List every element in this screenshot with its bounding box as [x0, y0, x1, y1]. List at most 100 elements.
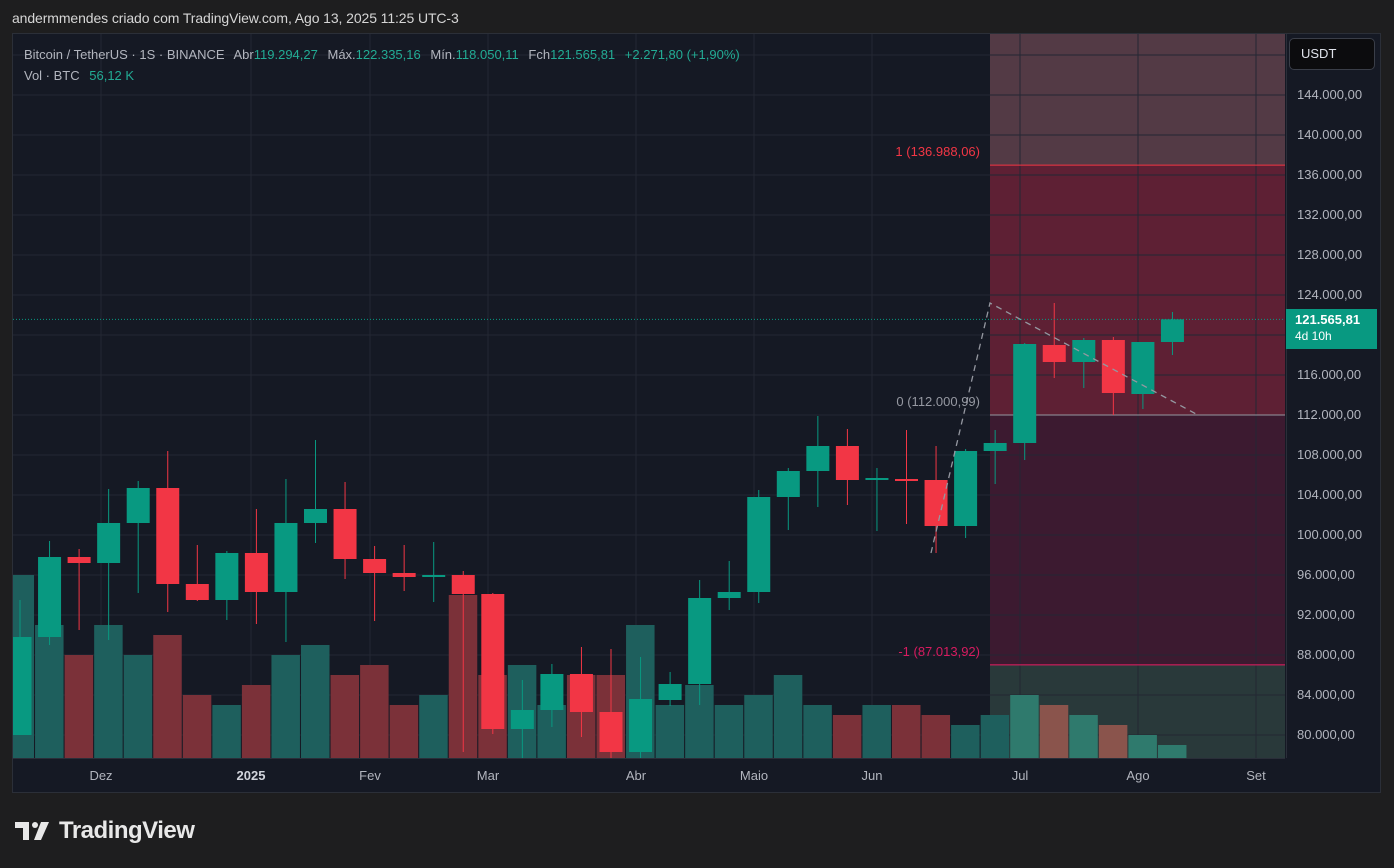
candle-up: [806, 446, 830, 471]
volume-bar: [1098, 725, 1128, 758]
candle-up: [1072, 340, 1096, 362]
volume-bar: [419, 695, 448, 758]
volume-bar: [360, 665, 389, 758]
high-label: Máx.: [327, 47, 356, 62]
time-tick-label: Maio: [739, 768, 769, 783]
volume-bar: [980, 715, 1010, 758]
price-tick-label: 88.000,00: [1297, 647, 1355, 662]
volume-bar: [803, 705, 832, 758]
candle-up: [1013, 344, 1037, 443]
volume-label[interactable]: Vol · BTC: [24, 68, 80, 83]
price-tick-label: 124.000,00: [1297, 287, 1363, 302]
ohlc-row: Bitcoin / TetherUS · 1S · BINANCE Abr119…: [24, 44, 740, 65]
volume-bar: [271, 655, 300, 758]
candle-up: [688, 598, 712, 684]
candle-down: [244, 553, 268, 592]
candle-down: [333, 509, 357, 559]
candle-up: [717, 592, 741, 598]
candle-down: [569, 674, 593, 712]
volume-bar: [1010, 695, 1039, 758]
candle-up: [865, 478, 889, 480]
volume-bar: [212, 705, 241, 758]
volume-bar: [1039, 705, 1069, 758]
tradingview-logo-icon: [15, 822, 49, 840]
candle-up: [747, 497, 771, 592]
price-tick-label: 116.000,00: [1297, 367, 1362, 382]
candle-up: [97, 523, 121, 563]
candle-down: [481, 594, 505, 729]
candle-down: [895, 479, 918, 481]
change-value: +2.271,80 (+1,90%): [624, 47, 740, 62]
volume-bar: [951, 725, 980, 758]
candle-up: [540, 674, 564, 710]
time-tick-label: Jun: [861, 768, 883, 783]
candle-up: [215, 553, 239, 600]
candle-up: [1131, 342, 1155, 394]
volume-bar: [241, 685, 271, 758]
candle-up: [658, 684, 682, 700]
candle-down: [156, 488, 180, 584]
chart-legend: Bitcoin / TetherUS · 1S · BINANCE Abr119…: [24, 44, 740, 86]
candle-down: [451, 575, 475, 594]
candle-down: [392, 573, 416, 577]
volume-row: Vol · BTC 56,12 K: [24, 65, 740, 86]
candle-down: [924, 480, 948, 526]
price-tick-label: 100.000,00: [1297, 527, 1363, 542]
time-tick-label: Fev: [359, 768, 381, 783]
time-tick-label: Dez: [89, 768, 113, 783]
price-tick-label: 80.000,00: [1297, 727, 1355, 742]
price-tick-label: 92.000,00: [1297, 607, 1355, 622]
time-axis[interactable]: Dez 2025 Fev Mar Abr Maio Jun Jul Ago Set: [13, 758, 1285, 793]
fib-level-label: 1 (136.988,06): [895, 144, 980, 160]
volume-bar: [182, 695, 212, 758]
candle-down: [363, 559, 387, 573]
volume-bar: [832, 715, 862, 758]
candlestick-chart: [13, 34, 1285, 758]
time-tick-label: Mar: [476, 768, 500, 783]
candle-down: [67, 557, 91, 563]
attribution-text: andermmendes criado com TradingView.com,…: [12, 10, 459, 26]
price-tick-label: 84.000,00: [1297, 687, 1355, 702]
price-tick-label: 136.000,00: [1297, 167, 1363, 182]
candle-up: [776, 471, 800, 497]
close-value: 121.565,81: [550, 47, 616, 62]
low-label: Mín.: [430, 47, 456, 62]
candle-up: [126, 488, 150, 523]
fib-level-label: -1 (87.013,92): [898, 643, 980, 659]
volume-value: 56,12 K: [89, 68, 135, 83]
candle-up: [954, 451, 978, 526]
candle-up: [13, 637, 32, 735]
price-tick-label: 128.000,00: [1297, 247, 1363, 262]
open-label: Abr: [233, 47, 254, 62]
tradingview-logo: TradingView: [15, 817, 195, 845]
volume-bar: [35, 625, 64, 758]
price-tick-label: 140.000,00: [1297, 127, 1363, 142]
candle-down: [835, 446, 859, 480]
open-value: 119.294,27: [253, 47, 318, 62]
price-tick-label: 144.000,00: [1297, 87, 1363, 102]
time-tick-label: Abr: [625, 768, 647, 783]
chart-plot-area[interactable]: [13, 34, 1285, 758]
price-tick-label: 96.000,00: [1297, 567, 1355, 582]
close-label: Fch: [528, 47, 551, 62]
time-tick-label: 2025: [236, 768, 266, 783]
volume-bar: [862, 705, 891, 758]
tradingview-logo-text: TradingView: [59, 817, 195, 844]
volume-bar: [655, 705, 685, 758]
price-axis[interactable]: 144.000,00 140.000,00 136.000,00 132.000,00…: [1286, 34, 1381, 758]
price-tick-label: 108.000,00: [1297, 447, 1363, 462]
symbol-name[interactable]: Bitcoin / TetherUS · 1S · BINANCE: [24, 47, 225, 62]
candle-down: [1101, 340, 1125, 393]
currency-button[interactable]: USDT: [1289, 38, 1375, 70]
volume-bar: [714, 705, 744, 758]
last-price-tag: 121.565,81 4d 10h: [1286, 309, 1377, 349]
price-tick-label: 112.000,00: [1297, 407, 1362, 422]
candle-up: [274, 523, 298, 592]
volume-bar: [1157, 745, 1187, 758]
high-value: 122.335,16: [355, 47, 421, 62]
low-value: 118.050,11: [455, 47, 519, 62]
candle-up: [304, 509, 327, 523]
volume-bar: [744, 695, 773, 758]
candle-up: [1160, 319, 1184, 342]
volume-bar: [389, 705, 419, 758]
